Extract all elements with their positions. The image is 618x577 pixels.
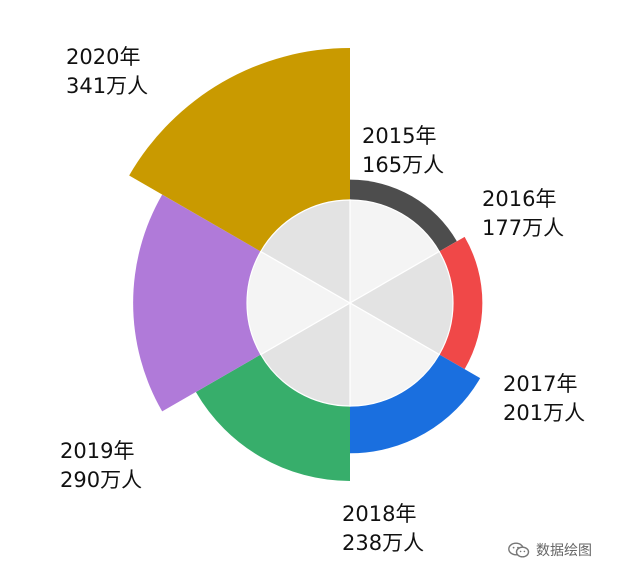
label-value: 201万人: [503, 401, 585, 425]
inner-sector-2015: [349, 199, 441, 305]
label-2018: 2018年 238万人: [342, 502, 424, 555]
label-2017: 2017年 201万人: [503, 372, 585, 425]
label-year: 2019年: [60, 439, 134, 463]
label-year: 2015年: [362, 124, 436, 148]
label-2015: 2015年 165万人: [362, 124, 444, 177]
watermark-text: 数据绘图: [536, 543, 592, 559]
inner-sector-2017: [349, 301, 441, 407]
label-2019: 2019年 290万人: [60, 439, 142, 492]
inner-sector-2016: [348, 250, 454, 356]
inner-sector-2020: [259, 199, 351, 305]
label-year: 2017年: [503, 372, 577, 396]
inner-sectors: [246, 199, 454, 407]
label-value: 177万人: [482, 216, 564, 240]
slice-labels: 2015年 165万人 2016年 177万人 2017年 201万人 2018年 238万人…: [60, 45, 585, 555]
label-value: 238万人: [342, 531, 424, 555]
label-2020: 2020年 341万人: [66, 45, 148, 98]
label-value: 341万人: [66, 74, 148, 98]
label-value: 165万人: [362, 153, 444, 177]
label-2016: 2016年 177万人: [482, 187, 564, 240]
watermark: 数据绘图: [508, 540, 592, 560]
label-year: 2020年: [66, 45, 140, 69]
label-value: 290万人: [60, 468, 142, 492]
inner-sector-2019: [246, 250, 352, 356]
sector-2019: [133, 194, 350, 412]
wechat-icon: [508, 542, 530, 558]
inner-sector-2018: [259, 301, 351, 407]
label-year: 2016年: [482, 187, 556, 211]
label-year: 2018年: [342, 502, 416, 526]
